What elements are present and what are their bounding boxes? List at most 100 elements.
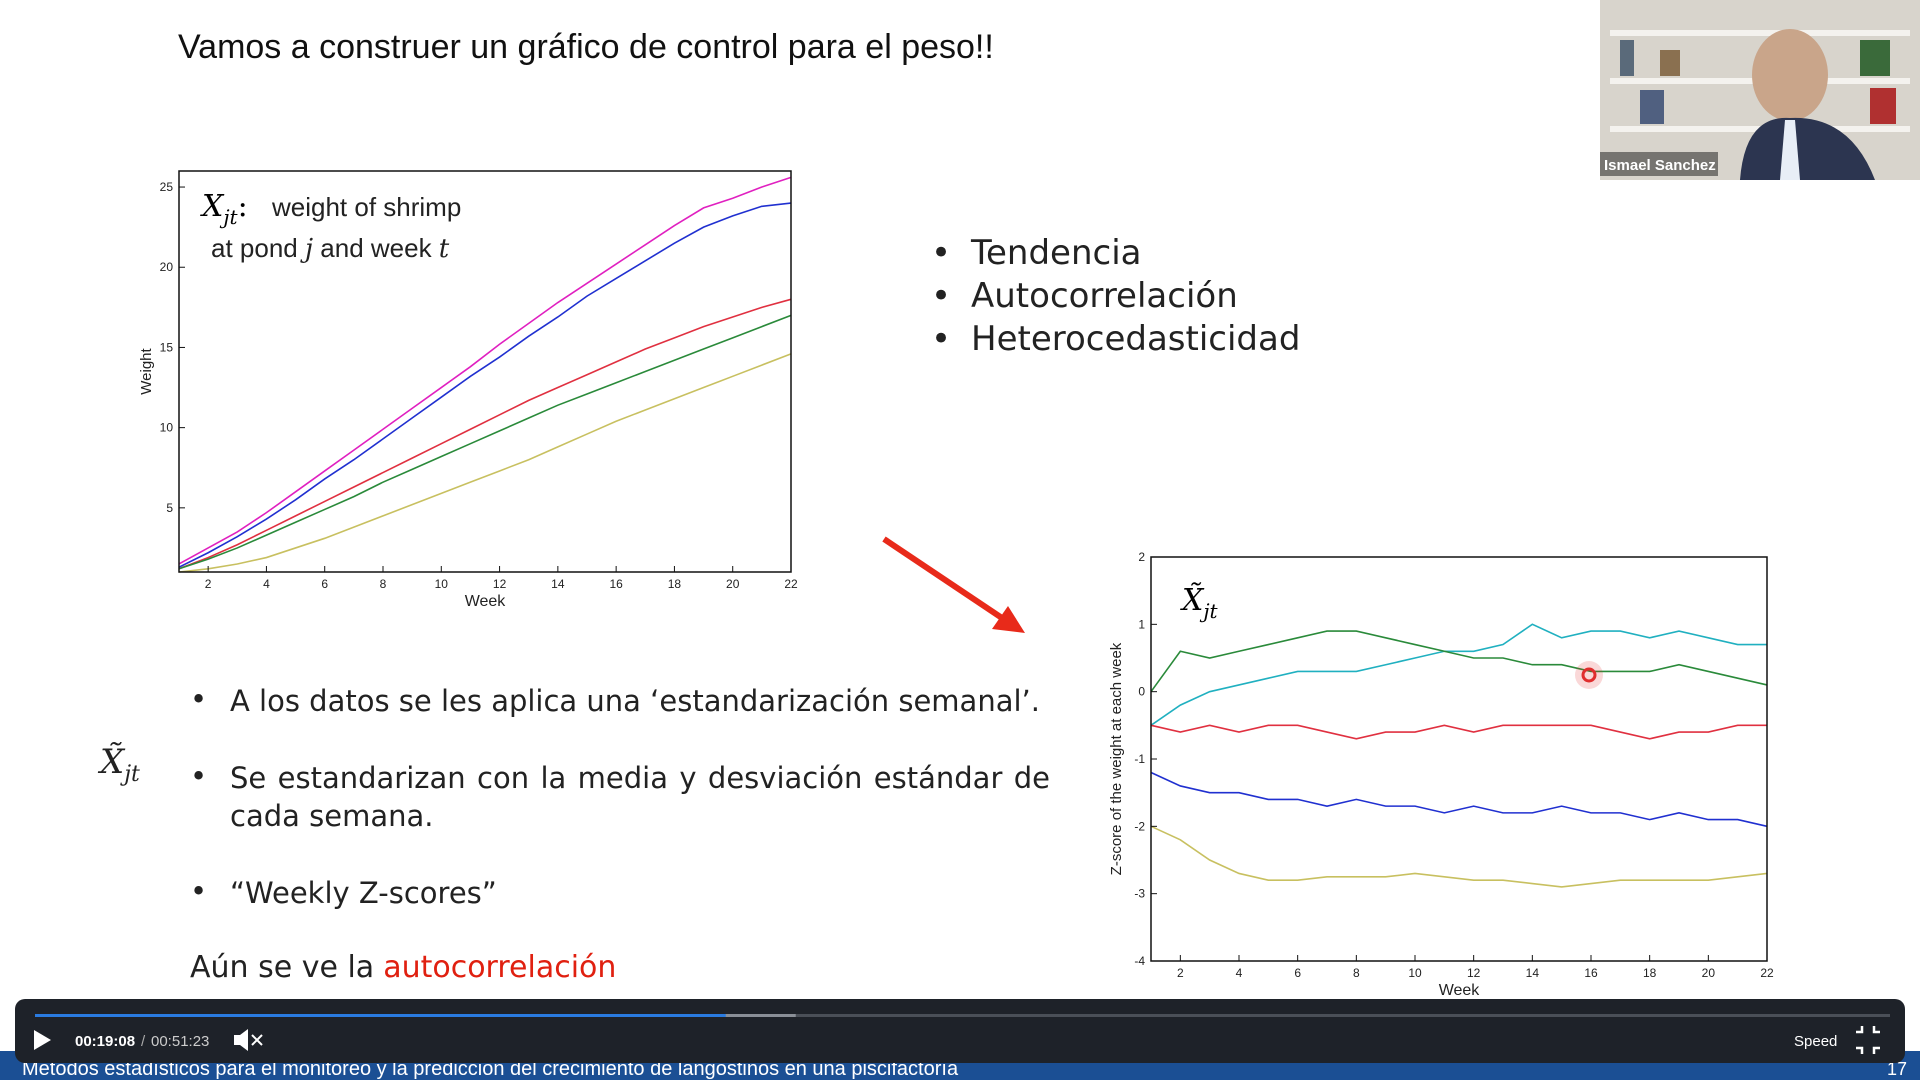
course-title: Métodos estadísticos para el monitoreo y… [22, 1058, 959, 1080]
x-axis-label: Week [1439, 982, 1481, 999]
y-tick-label: -2 [1134, 819, 1145, 833]
y-tick-label: 0 [1138, 685, 1145, 699]
note-text: Aún se ve la [190, 950, 375, 985]
series-line [1150, 825, 1768, 888]
y-tick-label: 25 [160, 180, 174, 194]
annotation-part: t [439, 234, 450, 264]
bullet: • “Weekly Z-scores” [190, 874, 1050, 912]
x-tick-label: 14 [1526, 966, 1540, 980]
symbol-main: X̃ [100, 742, 125, 782]
y-tick-label: -3 [1134, 887, 1145, 901]
mute-button[interactable] [234, 1029, 263, 1051]
series-line [1150, 724, 1767, 740]
y-tick-label: 10 [160, 421, 174, 435]
series-line [178, 314, 792, 570]
x-tick-label: 22 [784, 577, 798, 591]
bullet: • Tendencia [931, 233, 1142, 273]
series-line [178, 202, 792, 568]
duration: 00:51:23 [151, 1033, 209, 1050]
y-axis-label: Z-score of the weight at each week [1108, 642, 1125, 875]
y-tick-label: 20 [160, 260, 174, 274]
plot-area [1151, 557, 1767, 961]
x-tick-label: 20 [1702, 966, 1716, 980]
chart-annotation: Xjt: weight of shrimp at pond j and week… [200, 189, 461, 264]
symbol: X̃jt [100, 742, 140, 787]
annotation-part: and week [313, 233, 439, 263]
annotation-symbol: X̃jt [1180, 583, 1219, 623]
x-tick-label: 12 [1467, 966, 1481, 980]
symbol-separator: : [238, 189, 248, 224]
plot-area [179, 171, 791, 572]
series-line [178, 298, 792, 570]
series-line [1150, 623, 1767, 726]
y-axis-label: Weight [138, 347, 155, 394]
y-tick-label: 2 [1138, 550, 1145, 564]
x-tick-label: 18 [668, 577, 682, 591]
bullet: • Se estandarizan con la media y desviaci… [190, 759, 1050, 833]
video-player: 00:19:08 / 00:51:23 Speed [15, 999, 1905, 1063]
x-tick-label: 4 [263, 577, 270, 591]
y-tick-label: 5 [166, 501, 173, 515]
symbol-subscript: jt [1199, 599, 1218, 623]
symbol-main: X [200, 189, 225, 224]
play-button[interactable] [34, 1030, 51, 1050]
cursor-halo [1575, 661, 1603, 689]
x-tick-label: 2 [1177, 966, 1184, 980]
bullet-text: “Weekly Z-scores” [230, 876, 497, 910]
series-line [1150, 771, 1768, 828]
annotation-line: weight of shrimp [271, 192, 461, 222]
current-time: 00:19:08 [75, 1033, 135, 1050]
time-separator: / [141, 1033, 146, 1050]
x-axis-label: Week [465, 593, 507, 610]
x-tick-label: 10 [1408, 966, 1422, 980]
note-highlight: autocorrelación [383, 950, 617, 985]
annotation-symbol: Xjt: [200, 189, 248, 229]
x-tick-label: 2 [205, 577, 212, 591]
bullet-text: Se estandarizan con la media y desviació… [230, 761, 1050, 833]
bullet: • A los datos se les aplica una ‘estandar… [190, 682, 1050, 720]
annotation-line: at pond j and week t [211, 233, 450, 264]
symbol-subscript: jt [219, 205, 238, 229]
progress-track[interactable] [35, 1014, 1890, 1017]
x-tick-label: 14 [551, 577, 565, 591]
webcam: Ismael Sanchez [1600, 0, 1920, 180]
bullet: • Autocorrelación [931, 276, 1238, 316]
arrow [882, 536, 1025, 633]
series-line [178, 353, 792, 573]
series-line [1150, 630, 1768, 693]
y-tick-label: -4 [1134, 954, 1145, 968]
y-tick-label: 1 [1138, 617, 1145, 631]
slide-title: Vamos a construer un gráfico de control … [178, 28, 994, 66]
x-tick-label: 4 [1236, 966, 1243, 980]
x-tick-label: 16 [609, 577, 623, 591]
x-tick-label: 22 [1760, 966, 1774, 980]
plot-frame [178, 170, 792, 573]
cursor [1581, 667, 1597, 683]
x-tick-label: 8 [380, 577, 387, 591]
bullet-text: Autocorrelación [971, 276, 1238, 316]
x-tick-label: 20 [726, 577, 740, 591]
speed-button[interactable]: Speed [1794, 1033, 1837, 1050]
page-number: 17 [1887, 1059, 1907, 1079]
chart-annotation: X̃jt [1180, 583, 1219, 623]
x-tick-label: 16 [1584, 966, 1598, 980]
y-tick-label: -1 [1134, 752, 1145, 766]
x-tick-label: 10 [435, 577, 449, 591]
x-tick-label: 6 [321, 577, 328, 591]
bullet-text: A los datos se les aplica una ‘estandari… [230, 684, 1040, 718]
series-line [178, 176, 792, 565]
fullscreen-button[interactable] [1856, 1026, 1880, 1054]
x-tick-label: 8 [1353, 966, 1360, 980]
presenter-name: Ismael Sanchez [1604, 157, 1716, 174]
x-tick-label: 6 [1294, 966, 1301, 980]
x-tick-label: 12 [493, 577, 507, 591]
chart: 5 10 15 20 25 2 4 6 8 10 12 14 16 18 20 22 Week Weight [138, 170, 798, 610]
bullet-text: Tendencia [971, 233, 1142, 273]
y-tick-label: 15 [160, 340, 174, 354]
bullet: • Heterocedasticidad [931, 319, 1301, 359]
annotation-part: at pond [211, 233, 305, 263]
symbol-subscript: jt [124, 761, 140, 787]
